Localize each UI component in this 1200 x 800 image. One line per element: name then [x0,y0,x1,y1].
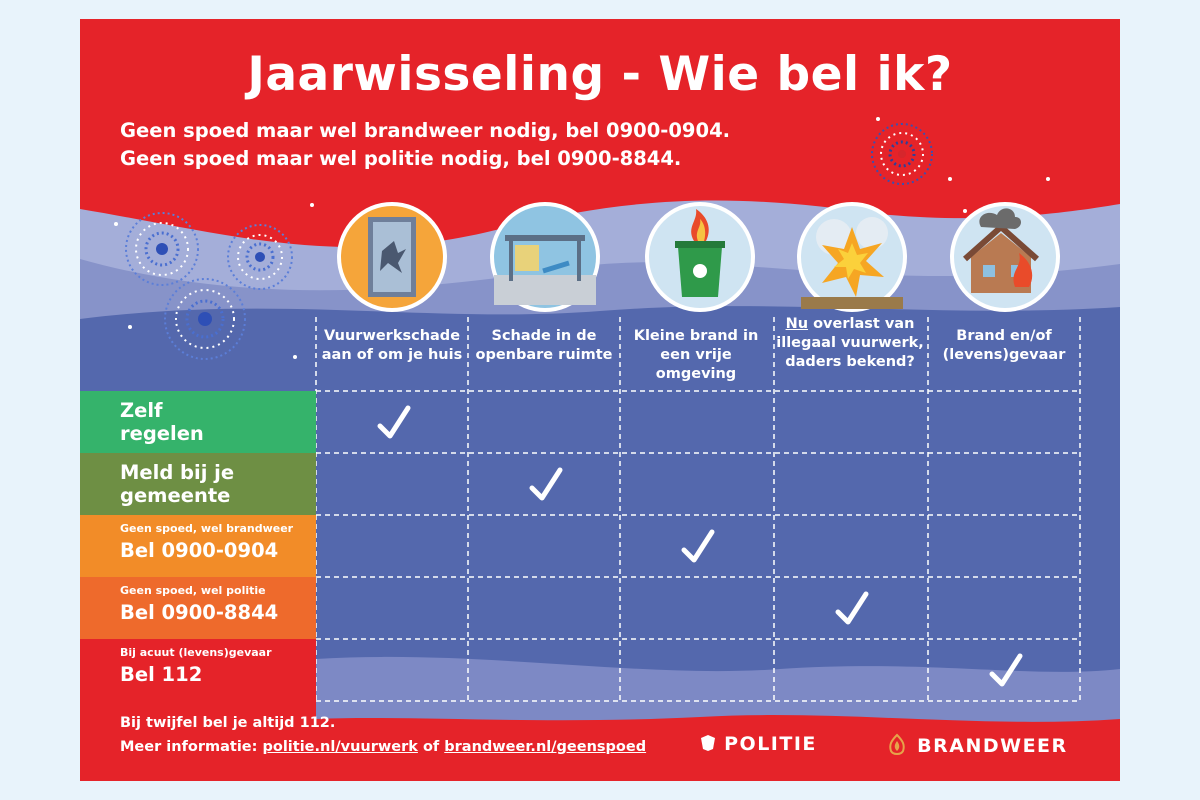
wave-bottom [316,656,1120,722]
brandweer-link[interactable]: brandweer.nl/geenspoed [444,739,647,755]
column-header-text: overlast van [808,316,915,332]
column-header-line: Brand en/of [956,328,1052,344]
row-label-small: Geen spoed, wel politie [120,584,266,597]
row-label-zelf-regelen: Zelf regelen [80,391,316,453]
row-label-politie: Geen spoed, wel politie Bel 0900-8844 [80,577,316,639]
row-label-text: Zelf regelen [120,399,204,445]
row-label-phone: Bel 0900-0904 [120,539,279,562]
row-label-line: Meld bij je [120,461,235,484]
table-grid [315,317,1081,702]
checkmark-icon [681,529,715,563]
brandweer-logo: BRANDWEER [885,733,1068,757]
column-header-line: Nu overlast van [775,315,925,334]
column-header-line: (levens)gevaar [942,347,1066,363]
trash-bin-fire-icon [645,202,755,312]
column-header: Nu overlast van illegaal vuurwerk, dader… [775,315,925,372]
footer-prefix: Meer informatie: [120,739,263,755]
column-header-underline: Nu [785,316,809,332]
column-header-line: daders bekend? [785,354,915,370]
row-label-small: Geen spoed, wel brandweer [120,522,294,535]
column-header-line: Schade in de [491,328,597,344]
firework-burst-2 [227,224,293,290]
firework-burst-3 [164,278,246,360]
footer-connector: of [417,739,445,755]
page-title: Jaarwisseling - Wie bel ik? [247,47,953,102]
row-label-line: regelen [120,422,204,445]
row-label-phone: Bel 0900-8844 [120,601,279,624]
row-label-gemeente: Meld bij je gemeente [80,453,316,515]
politie-badge-icon [701,735,715,751]
row-label-112: Bij acuut (levens)gevaar Bel 112 [80,639,316,701]
poster: Jaarwisseling - Wie bel ik? Geen spoed m… [80,19,1120,781]
firework-burst-1 [125,212,199,286]
row-label-text: Meld bij je gemeente [120,461,234,507]
checkmark-icon [835,591,869,625]
column-header: Brand en/of (levens)gevaar [929,327,1079,365]
politie-logo-text: POLITIE [724,733,817,755]
row-label-brandweer: Geen spoed, wel brandweer Bel 0900-0904 [80,515,316,577]
politie-link[interactable]: politie.nl/vuurwerk [262,739,418,755]
column-header-line: illegaal vuurwerk, [776,335,924,351]
blue-field [80,306,1120,715]
poster-background [80,117,1120,722]
brandweer-flame-icon [889,733,905,755]
row-label-small: Bij acuut (levens)gevaar [120,646,272,659]
firework-burst-4 [871,123,933,185]
column-header-line: Kleine brand in [633,328,759,344]
row-label-line: Zelf [120,399,163,422]
row-label-line: gemeente [120,484,231,507]
footer-info: Meer informatie: politie.nl/vuurwerk of … [120,739,646,755]
column-header: Vuurwerkschade aan of om je huis [317,327,467,365]
checkmark-icon [377,405,411,439]
column-header-line: Vuurwerkschade [323,328,461,344]
brandweer-logo-text: BRANDWEER [917,735,1068,757]
broken-window-icon [337,202,447,312]
footer-note: Bij twijfel bel je altijd 112. [120,715,336,731]
bus-stop-damage-icon [490,202,600,312]
subtitle-line-1: Geen spoed maar wel brandweer nodig, bel… [120,119,731,142]
subtitle-line-2: Geen spoed maar wel politie nodig, bel 0… [120,147,682,170]
row-label-phone: Bel 112 [120,663,203,686]
politie-logo: POLITIE [700,733,817,755]
checkmark-icon [529,467,563,501]
column-header: Kleine brand in een vrije omgeving [621,327,771,384]
column-header-line: een vrije omgeving [655,347,737,382]
column-header-line: openbare ruimte [475,347,613,363]
house-fire-icon [950,202,1060,312]
column-header: Schade in de openbare ruimte [469,327,619,365]
fireworks-explosion-icon [797,202,907,312]
column-header-line: aan of om je huis [321,347,463,363]
checkmark-icon [989,653,1023,687]
